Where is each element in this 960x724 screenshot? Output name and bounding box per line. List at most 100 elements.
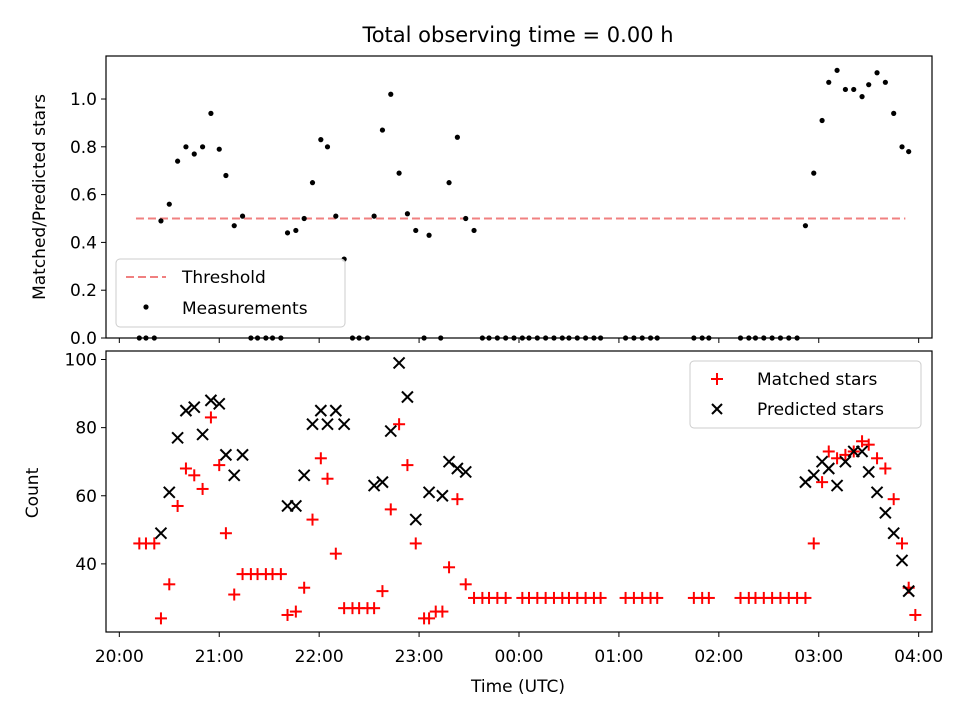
measurement-point [834, 67, 840, 73]
legend-predicted-swatch [711, 403, 723, 415]
x-tick-label: 03:00 [794, 647, 843, 667]
measurement-point [819, 117, 825, 124]
matched-star-point [887, 493, 900, 506]
predicted-star-point [196, 428, 209, 441]
predicted-star-point [236, 448, 249, 462]
measurement-point [166, 201, 172, 207]
measurement-point [158, 218, 164, 224]
top-y-tick-label: 1.0 [70, 90, 97, 110]
predicted-star-point [459, 465, 472, 479]
measurement-point [826, 79, 832, 85]
measurement-point [454, 134, 460, 140]
matched-star-point [816, 476, 829, 489]
measurement-point [371, 213, 377, 219]
matched-star-point [204, 411, 217, 424]
matched-star-point [368, 602, 381, 615]
matched-star-point [702, 591, 715, 604]
measurement-point [471, 227, 477, 234]
predicted-star-point [154, 527, 168, 540]
top-y-tick-label: 0.6 [70, 186, 97, 206]
legend-matched-swatch [711, 373, 723, 385]
matched-star-point [651, 591, 664, 604]
measurement-point [199, 144, 206, 150]
bottom-legend: Matched stars Predicted stars [689, 360, 922, 429]
matched-star-point [219, 527, 232, 540]
x-tick-label: 20:00 [95, 647, 144, 667]
matched-star-point [289, 605, 302, 618]
measurement-point [223, 172, 229, 179]
measurement-point [239, 213, 246, 219]
measurement-point [175, 158, 181, 164]
x-axis-label: Time (UTC) [470, 677, 565, 697]
predicted-star-point [887, 527, 900, 540]
predicted-star-point [329, 404, 343, 417]
matched-star-point [401, 459, 414, 472]
top-legend: Threshold Measurements [115, 258, 346, 328]
measurement-point [183, 144, 189, 150]
measurement-point [208, 110, 214, 116]
predicted-star-point [409, 513, 422, 526]
measurement-point [891, 110, 897, 116]
measurement-point [396, 170, 402, 176]
measurement-point [379, 127, 386, 133]
legend-threshold-label: Threshold [181, 268, 266, 288]
matched-star-point [148, 537, 161, 550]
matched-star-point [384, 503, 397, 516]
measurement-point [284, 230, 291, 236]
matched-star-point [409, 537, 422, 550]
matched-star-point [909, 608, 922, 621]
bottom-y-tick-label: 100 [65, 351, 97, 371]
predicted-star-point [289, 499, 303, 513]
predicted-star-point [451, 462, 464, 475]
predicted-star-point [384, 424, 397, 438]
bottom-panel: 40 60 80 100 20:00 21:00 22:00 23:00 00:00 01:00… [23, 350, 943, 697]
predicted-star-point [367, 479, 381, 492]
measurement-point [882, 79, 888, 85]
predicted-star-point [401, 390, 414, 404]
top-y-tick-label: 0.4 [70, 233, 97, 253]
bottom-y-tick-label: 60 [75, 487, 97, 507]
chart-title: Total observing time = 0.00 h [361, 23, 673, 47]
top-y-tick-label: 0.2 [70, 281, 97, 301]
matched-star-point [228, 588, 241, 601]
matched-star-point [443, 561, 456, 574]
predicted-star-point [228, 469, 241, 482]
matched-star-point [306, 513, 319, 526]
matched-star-point [871, 452, 884, 465]
matched-star-point [171, 499, 184, 512]
measurement-point [293, 227, 299, 234]
predicted-star-point [799, 475, 812, 489]
measurement-point [906, 148, 912, 155]
measurement-point [216, 146, 222, 152]
matched-star-point [329, 547, 342, 560]
predicted-star-point [807, 469, 820, 482]
measurement-point [309, 180, 316, 186]
x-tick-label: 01:00 [594, 647, 643, 667]
predicted-star-point [314, 404, 328, 417]
matched-star-point [188, 469, 201, 482]
top-y-axis-label: Matched/Predicted stars [30, 94, 50, 300]
legend-matched-label: Matched stars [757, 370, 877, 390]
predicted-star-point [895, 554, 909, 567]
matched-star-point [799, 591, 812, 604]
x-tick-label: 23:00 [395, 647, 444, 667]
matched-star-point [451, 493, 464, 506]
predicted-star-point [219, 448, 233, 462]
measurement-point [404, 211, 411, 217]
matched-star-point [896, 537, 909, 550]
measurement-point [413, 227, 419, 234]
matched-star-point [163, 578, 176, 591]
matched-star-point [321, 472, 334, 485]
measurement-point [231, 223, 237, 229]
predicted-star-point [902, 584, 915, 598]
predicted-star-point [870, 486, 884, 499]
predicted-star-point [297, 469, 311, 482]
matched-star-point [807, 537, 820, 550]
x-tick-label: 22:00 [295, 647, 344, 667]
measurement-point [318, 137, 324, 143]
matched-star-point [436, 605, 449, 618]
measurement-point [866, 82, 872, 88]
matched-star-point [423, 612, 436, 625]
